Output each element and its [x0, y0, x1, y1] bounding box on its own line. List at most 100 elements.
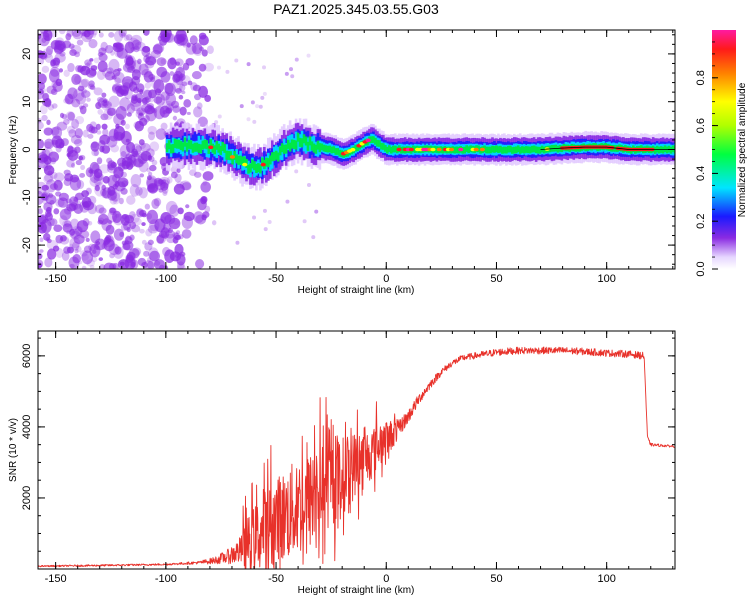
noise-point: [314, 209, 319, 214]
noise-point: [58, 30, 66, 35]
noise-point: [79, 230, 90, 239]
noise-point: [153, 177, 163, 187]
colorbar-tick-label: 0.2: [695, 214, 707, 229]
colorbar-ticks: 0.0 0.2 0.4 0.6 0.8: [695, 41, 718, 277]
noise-point: [38, 181, 47, 195]
band-cell: [298, 137, 302, 147]
noise-point: [156, 57, 167, 67]
noise-point: [125, 123, 130, 130]
hotspot: [430, 147, 436, 152]
noise-point: [93, 57, 100, 64]
band-cell: [393, 145, 397, 153]
noise-point: [159, 38, 167, 46]
noise-point: [120, 32, 126, 37]
noise-point: [153, 96, 163, 104]
hotspot: [242, 162, 248, 167]
band-cell: [253, 163, 256, 178]
band-cell: [197, 143, 201, 153]
noise-point: [183, 99, 192, 108]
noise-point: [42, 48, 53, 59]
band-cell: [467, 146, 470, 154]
band-cell: [657, 146, 661, 154]
noise-point: [93, 175, 104, 186]
band-cell: [390, 146, 393, 154]
band-cell: [318, 143, 322, 153]
band-cell: [177, 139, 181, 149]
noise-point: [167, 57, 177, 70]
noise-point: [61, 251, 70, 261]
noise-point: [43, 165, 55, 176]
noise-point: [191, 42, 203, 55]
band-cell: [261, 157, 264, 167]
noise-point: [179, 251, 186, 257]
band-cell: [665, 146, 669, 154]
noise-point: [105, 234, 112, 243]
noise-point: [81, 88, 87, 94]
noise-point: [174, 234, 182, 241]
noise-point: [76, 39, 84, 46]
band-cell: [380, 142, 383, 150]
noise-point: [83, 30, 91, 38]
noise-point: [138, 187, 148, 199]
snr-y-axis-label: SNR (10 * v/v): [8, 418, 19, 482]
band-cell: [534, 146, 538, 154]
x-tick-label: 50: [490, 573, 502, 585]
band-cell: [356, 144, 359, 152]
noise-point: [48, 192, 54, 198]
band-cell: [239, 155, 242, 165]
noise-point: [113, 113, 125, 126]
noise-point: [117, 85, 126, 95]
band-cell: [485, 146, 488, 154]
band-cell: [322, 144, 326, 152]
band-cell: [516, 145, 520, 153]
noise-point: [101, 218, 112, 232]
noise-point: [69, 196, 79, 207]
noise-point: [173, 239, 179, 244]
noise-point: [51, 103, 58, 109]
noise-point: [113, 30, 124, 43]
band-cell: [205, 142, 209, 158]
noise-point: [46, 85, 57, 95]
noise-point: [104, 44, 114, 54]
noise-point: [48, 69, 60, 83]
band-cell: [503, 146, 506, 154]
noise-point: [176, 261, 185, 269]
noise-point: [252, 119, 257, 124]
x-tick-label: 100: [597, 273, 615, 285]
band-cell: [376, 139, 379, 147]
noise-point: [58, 68, 64, 73]
noise-point: [87, 195, 97, 205]
noise-point: [88, 243, 96, 251]
noise-point: [294, 57, 299, 62]
noise-point: [113, 199, 120, 205]
noise-point: [109, 263, 117, 269]
noise-point: [306, 53, 311, 58]
hotspot: [229, 155, 236, 159]
noise-point: [62, 223, 73, 233]
noise-point: [60, 138, 69, 147]
noise-point: [145, 228, 153, 237]
band-cell: [374, 137, 377, 145]
noise-point: [38, 87, 46, 94]
band-cell: [524, 146, 528, 153]
band-cell: [300, 138, 304, 148]
noise-point: [120, 151, 127, 160]
band-cell: [320, 143, 324, 151]
noise-point: [68, 43, 75, 49]
noise-point: [187, 80, 193, 86]
noise-point: [82, 201, 89, 208]
noise-scatter: [38, 30, 319, 269]
band-cell: [294, 131, 298, 146]
noise-point: [160, 58, 166, 65]
noise-point: [141, 212, 147, 218]
band-cell: [382, 143, 385, 150]
noise-point: [102, 128, 109, 137]
noise-point: [126, 142, 136, 153]
noise-point: [42, 191, 51, 198]
noise-point: [115, 106, 127, 120]
band-cell: [384, 144, 387, 152]
noise-point: [131, 60, 142, 74]
band-cell: [334, 148, 338, 155]
band-cell: [370, 136, 373, 144]
noise-point: [181, 229, 192, 239]
